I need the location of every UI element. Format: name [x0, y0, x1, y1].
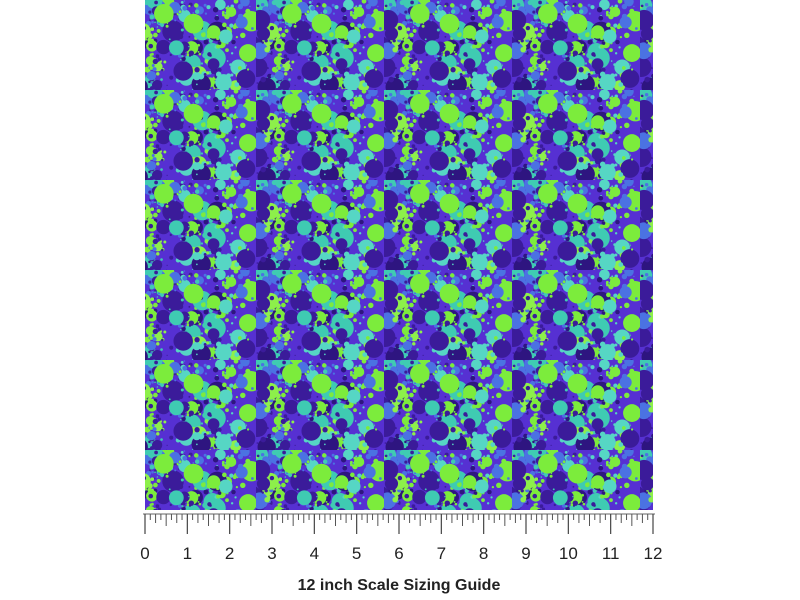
ruler-label: 1: [183, 544, 192, 563]
ruler-label: 4: [310, 544, 319, 563]
ruler: 0 1 2 3 4 5 6 7 8 9 10 11 12: [140, 514, 662, 563]
ruler-label: 9: [521, 544, 530, 563]
ruler-label: 2: [225, 544, 234, 563]
ruler-label: 6: [394, 544, 403, 563]
ruler-label: 8: [479, 544, 488, 563]
ruler-label: 7: [437, 544, 446, 563]
ruler-label: 5: [352, 544, 361, 563]
ruler-label: 12: [644, 544, 663, 563]
ruler-label: 11: [602, 544, 620, 563]
ruler-label: 3: [267, 544, 276, 563]
vinyl-swatch: [145, 0, 653, 510]
ruler-label: 10: [559, 544, 578, 563]
ruler-label: 0: [140, 544, 149, 563]
caption: 12 inch Scale Sizing Guide: [298, 577, 501, 594]
